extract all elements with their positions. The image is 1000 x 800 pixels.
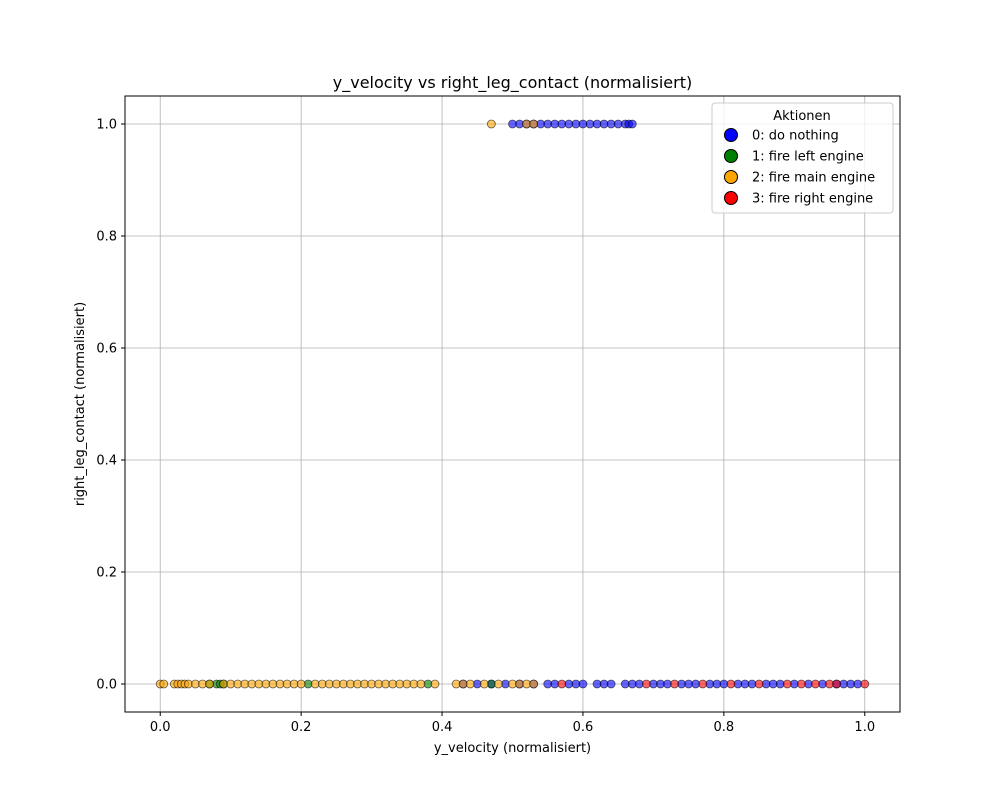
y-tick-label: 0.2 [96, 566, 117, 581]
x-tick-label: 0.4 [432, 720, 453, 735]
data-point [641, 679, 651, 689]
data-point [726, 679, 736, 689]
legend-marker [724, 170, 738, 184]
legend-marker [724, 191, 738, 205]
legend: Aktionen 0: do nothing 1: fire left engin… [711, 102, 894, 214]
legend-entry-label: 1: fire left engine [752, 150, 864, 165]
y-tick-label: 0.6 [96, 342, 117, 357]
x-tick-label: 0.2 [291, 720, 312, 735]
legend-marker [724, 128, 738, 142]
legend-entries: 0: do nothing 1: fire left engine 2: fire … [724, 128, 875, 207]
data-point [754, 679, 764, 689]
data-point [529, 119, 539, 129]
data-point [159, 679, 169, 689]
legend-entry-label: 2: fire main engine [752, 171, 875, 186]
data-point [832, 679, 841, 689]
y-tick-label: 0.4 [96, 454, 117, 469]
data-point [486, 119, 496, 129]
legend-title: Aktionen [773, 109, 831, 124]
data-point [529, 679, 539, 689]
y-tick-label: 0.0 [96, 678, 117, 693]
x-axis-label: y_velocity (normalisiert) [434, 741, 591, 756]
y-axis-label: right_leg_contact (normalisiert) [73, 302, 88, 506]
data-point [796, 679, 806, 689]
data-point [494, 679, 503, 689]
series-3-points [557, 679, 870, 689]
data-point [782, 679, 792, 689]
data-point [430, 679, 440, 689]
data-point [479, 679, 489, 689]
y-tick-label: 0.8 [96, 230, 117, 245]
legend-entry-label: 3: fire right engine [752, 192, 873, 207]
data-point [698, 679, 708, 689]
data-point [860, 679, 870, 689]
x-tick-label: 0.6 [573, 720, 594, 735]
legend-box [711, 102, 894, 214]
chart-title: y_velocity vs right_leg_contact (normali… [333, 73, 692, 93]
legend-entry-label: 0: do nothing [752, 129, 839, 144]
x-tick-label: 0.0 [150, 720, 171, 735]
data-point [670, 679, 679, 689]
data-point [606, 679, 616, 689]
plot-frame [124, 95, 901, 713]
legend-marker [724, 149, 738, 163]
y-tick-label: 1.0 [96, 118, 117, 133]
data-point [416, 679, 426, 689]
data-point [557, 679, 567, 689]
series-2-points [155, 119, 539, 689]
x-tick-label: 0.8 [714, 720, 735, 735]
data-point [296, 679, 306, 689]
axis-ticks: 0.0 0.2 0.4 0.6 0.8 1.0 0.0 0.2 0.4 0.6 0.8 1.0 [96, 118, 875, 736]
data-point [811, 679, 820, 689]
x-tick-label: 1.0 [854, 720, 875, 735]
data-point [465, 679, 475, 689]
data-point [578, 679, 588, 689]
data-point [627, 119, 637, 129]
data-point [205, 679, 214, 689]
grid [125, 96, 900, 712]
data-points [155, 119, 870, 689]
